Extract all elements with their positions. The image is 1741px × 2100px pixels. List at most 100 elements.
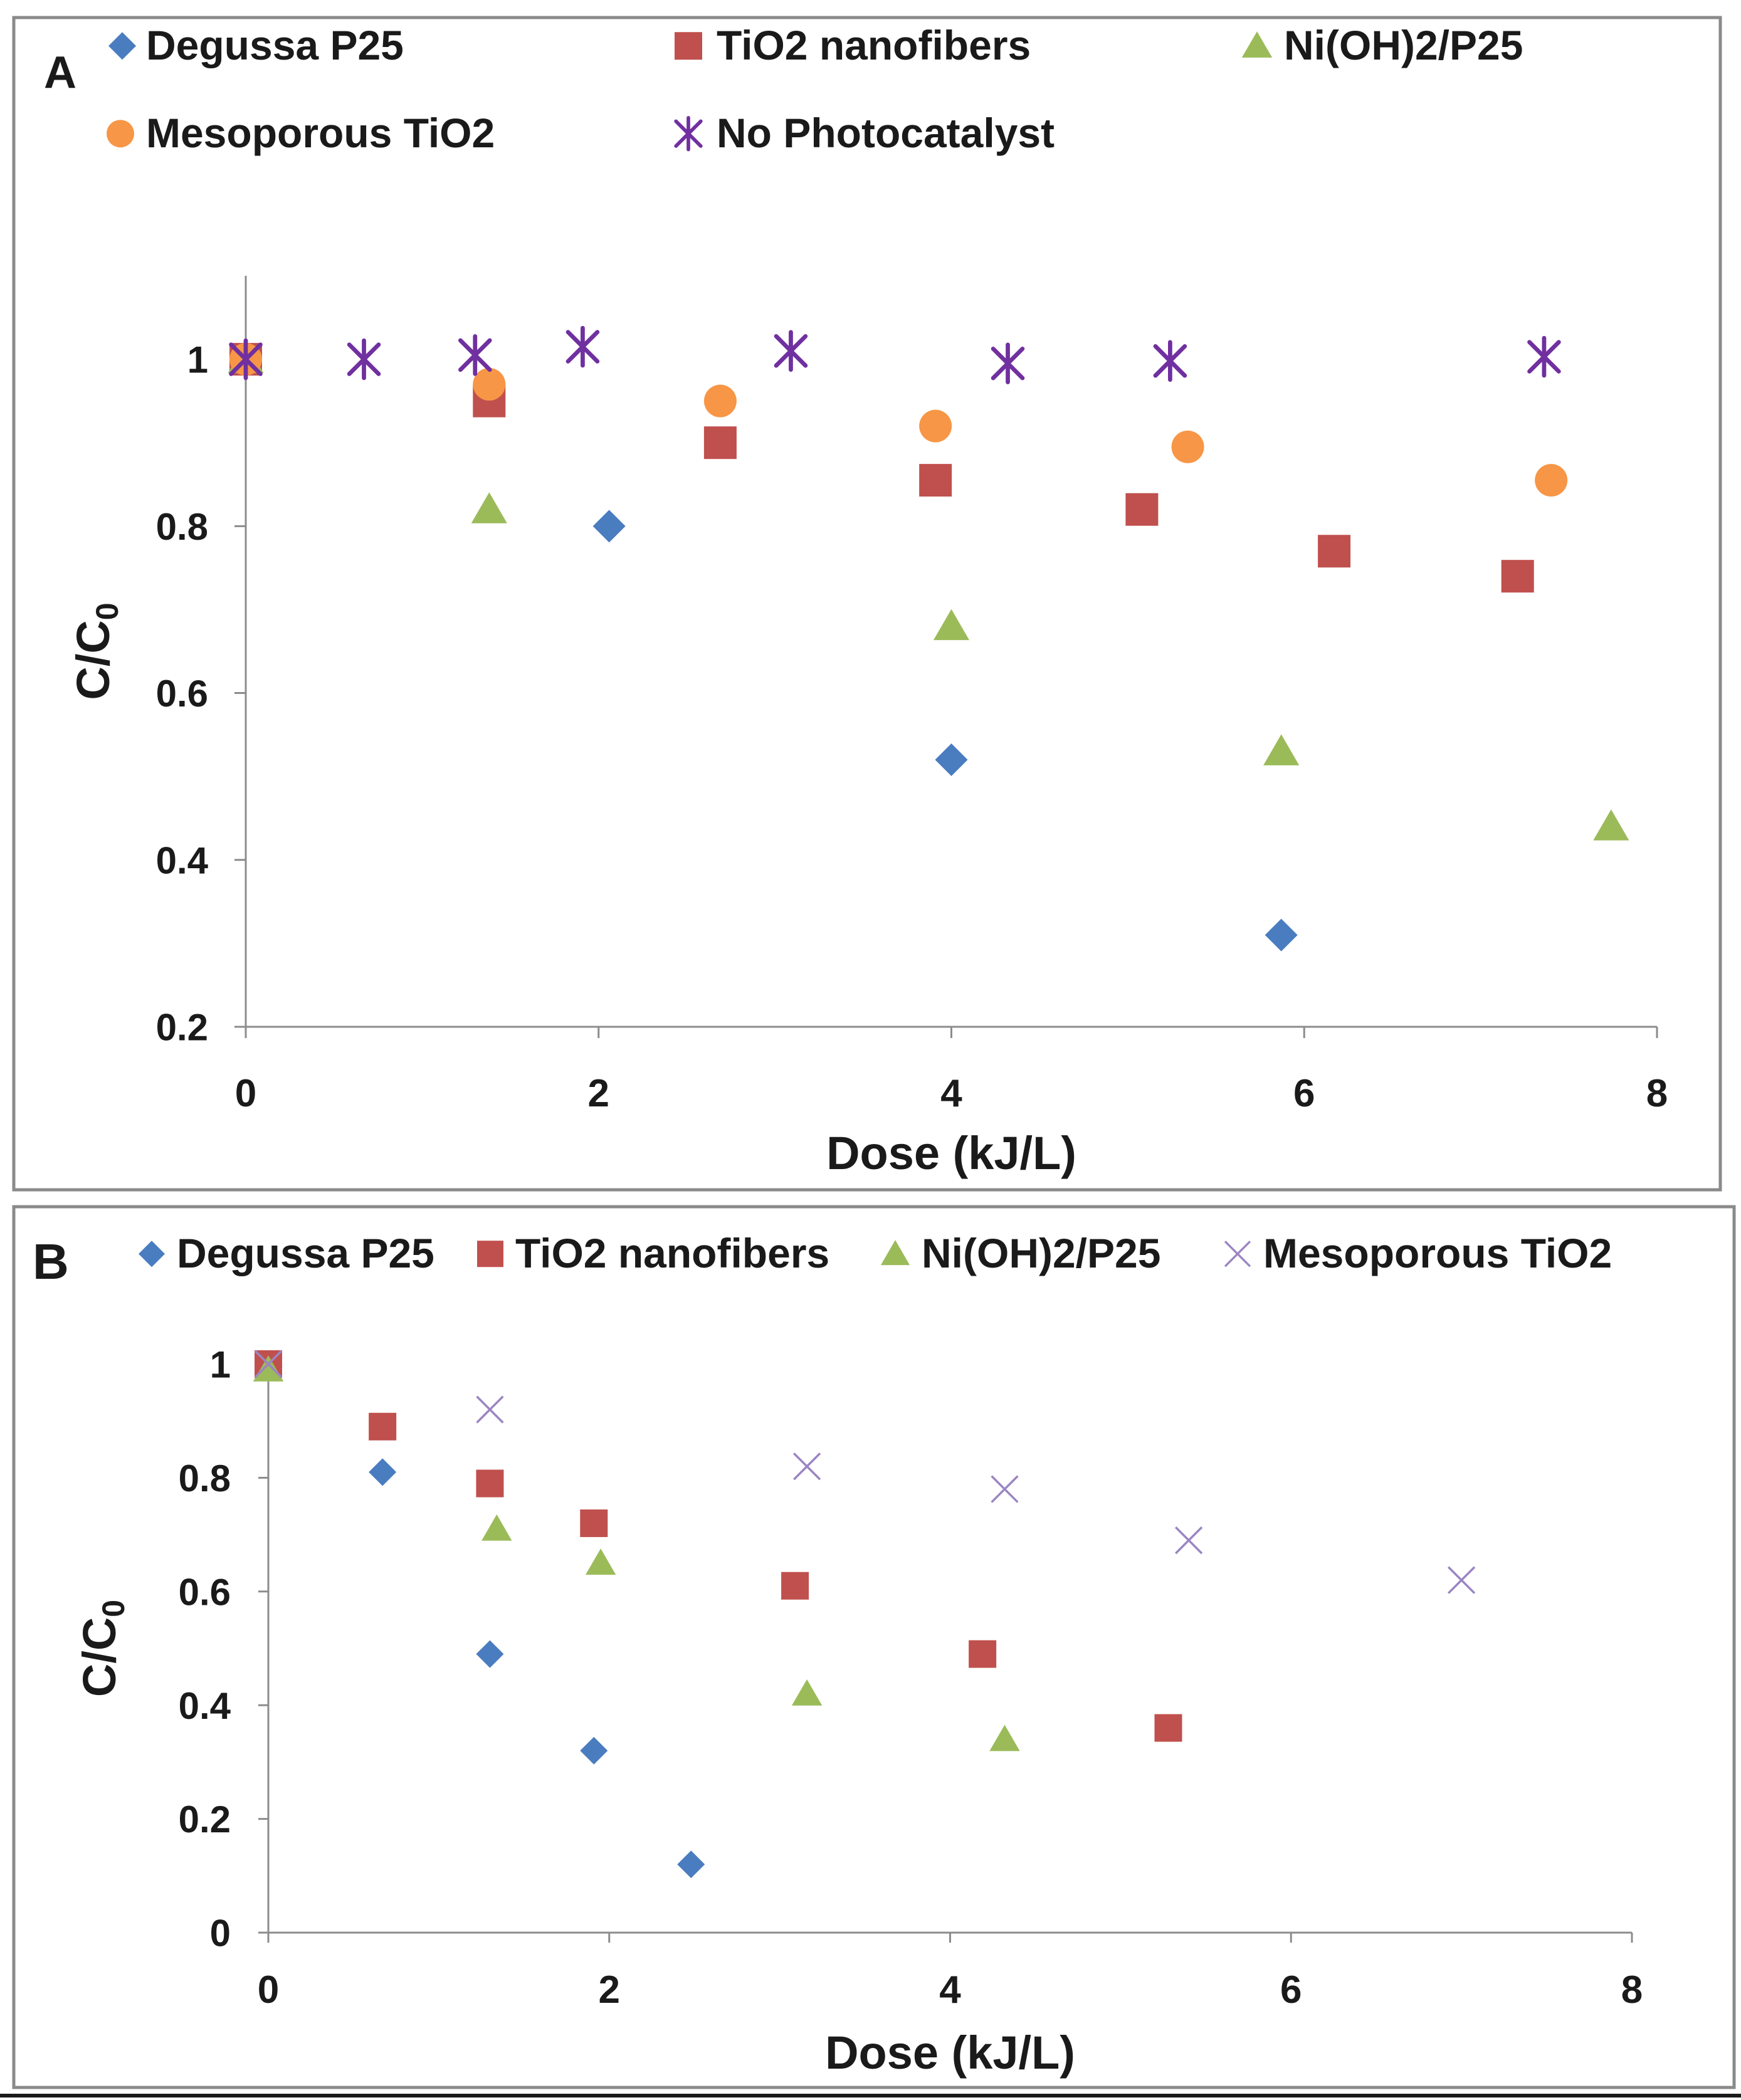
panel-a-point-ni-oh-2-p25 [1263,734,1300,765]
panel-a-frame [12,16,1722,1192]
panel-a-point-no-photocatalyst [229,338,263,381]
panel-b-point-ni-oh-2-p25 [253,1355,284,1382]
panel-a-point-no-photocatalyst [991,342,1025,385]
panel-b-point-degussa-p25 [677,1851,705,1879]
panel-a-point-degussa-p25 [592,510,626,543]
panel-a-legend-degussa-p25-diamond-icon [108,32,136,60]
panel-a-point-no-photocatalyst [347,338,381,381]
panel-a-point-mesoporous-tio2 [919,409,952,443]
panel-b-point-tio2-nanofibers [476,1469,504,1498]
panel-b-point-tio2-nanofibers [781,1572,809,1600]
panel-b-x-tick-label: 8 [1621,1968,1643,2012]
panel-b-y-axis-label-main: C/C [73,1617,125,1697]
panel-a-legend-label-ni-oh-2-p25: Ni(OH)2/P25 [1284,22,1523,68]
panel-a-x-ticks: 0 2 4 6 8 [235,1027,1668,1115]
panel-a-legend-no-photocatalyst-asterisk-icon [674,116,703,152]
panel-b-y-tick-label: 0 [210,1913,231,1955]
panel-b-y-tick-label: 0.4 [179,1685,231,1727]
panel-a-x-tick-label: 2 [588,1072,609,1115]
panel-a-y-tick-label: 0.6 [156,673,208,715]
panel-a-point-ni-oh-2-p25 [1593,809,1629,841]
panel-b: B Degussa P25 TiO2 nanofibers Ni(OH)2/P25 M… [0,1205,1741,2097]
panel-b-point-mesoporous-tio2 [476,1395,504,1424]
panel-a-legend-label-no-photocatalyst: No Photocatalyst [717,110,1055,156]
panel-a-legend-label-tio2-nanofibers: TiO2 nanofibers [717,22,1031,68]
panel-a-legend-ni-oh-2-p25-triangle-icon [1241,31,1273,58]
panel-b-legend-label-tio2-nanofibers: TiO2 nanofibers [515,1230,829,1276]
panel-b-point-degussa-p25 [369,1458,397,1486]
panel-b-legend-label-degussa-p25: Degussa P25 [177,1230,434,1276]
panel-a-legend-label-degussa-p25: Degussa P25 [146,22,404,68]
panel-b-x-tick-label: 0 [258,1968,279,2012]
panel-a-point-tio2-nanofibers [1125,493,1159,526]
panel-b-legend-degussa-p25-diamond-icon [139,1241,165,1268]
panel-a-y-axis-label-sub: 0 [90,602,125,620]
panel-a-y-ticks: 0.2 0.4 0.6 0.8 1 [156,339,246,1049]
panel-a-point-mesoporous-tio2 [1535,464,1568,497]
panel-a-point-mesoporous-tio2 [473,368,506,401]
panel-b-y-tick-label: 1 [210,1344,231,1386]
panel-b-point-ni-oh-2-p25 [989,1725,1020,1751]
panel-b-point-ni-oh-2-p25 [585,1548,616,1575]
panel-a-y-tick-label: 0.2 [156,1007,208,1049]
panel-a-y-tick-label: 0.8 [156,506,208,548]
panel-b-y-tick-label: 0.6 [179,1571,231,1613]
panel-b-y-ticks: 0 0.2 0.4 0.6 0.8 1 [179,1344,268,1955]
panel-a-point-no-photocatalyst [1153,340,1187,382]
panel-a-x-tick-label: 8 [1646,1072,1668,1115]
panel-a-point-tio2-nanofibers [1318,535,1351,568]
panel-a-points [228,325,1629,952]
panel-b-point-mesoporous-tio2 [991,1475,1019,1503]
panel-a-x-tick-label: 4 [940,1072,962,1115]
panel-b-label: B [33,1234,69,1289]
panel-a-point-tio2-nanofibers [1501,560,1534,593]
panel-a-point-ni-oh-2-p25 [471,492,507,523]
panel-a: A Degussa P25 TiO2 nanofibers Ni(OH)2/P25 M… [12,16,1722,1192]
panel-b-y-tick-label: 0.8 [179,1457,231,1499]
panel-a-y-tick-label: 1 [187,339,208,381]
panel-b-legend: Degussa P25 TiO2 nanofibers Ni(OH)2/P25 Mes… [139,1230,1612,1276]
panel-b-x-ticks: 0 2 4 6 8 [258,1933,1643,2012]
panel-b-y-tick-label: 0.2 [179,1798,231,1840]
panel-a-y-tick-label: 0.4 [156,839,209,881]
panel-b-legend-label-ni-oh-2-p25: Ni(OH)2/P25 [922,1230,1160,1276]
panel-b-x-tick-label: 4 [939,1968,961,2012]
panel-a-point-no-photocatalyst [1527,335,1561,378]
panel-a-legend-label-mesoporous-tio2: Mesoporous TiO2 [146,110,495,156]
panel-a-point-degussa-p25 [1265,918,1298,952]
panel-b-legend-ni-oh-2-p25-triangle-icon [880,1240,910,1266]
panel-a-point-mesoporous-tio2 [1171,430,1204,463]
panel-a-legend: Degussa P25 TiO2 nanofibers Ni(OH)2/P25 Mes… [107,22,1523,156]
panel-a-x-tick-label: 6 [1293,1072,1315,1115]
panel-a-point-degussa-p25 [935,743,968,777]
panel-b-point-mesoporous-tio2 [1174,1526,1203,1555]
panel-a-y-axis-label: C/C0 [67,602,125,700]
panel-b-point-degussa-p25 [476,1640,504,1668]
panel-b-legend-label-mesoporous-tio2: Mesoporous TiO2 [1263,1230,1612,1276]
panel-b-point-tio2-nanofibers [580,1509,608,1537]
panel-b-point-tio2-nanofibers [969,1640,997,1668]
panel-a-point-no-photocatalyst [458,334,492,376]
panel-b-point-mesoporous-tio2 [254,1350,283,1378]
panel-b-x-tick-label: 6 [1280,1968,1302,2012]
panel-a-point-mesoporous-tio2 [703,384,737,417]
panel-b-legend-mesoporous-tio2-cross-icon [1224,1241,1251,1268]
panel-b-point-ni-oh-2-p25 [481,1514,512,1541]
panel-b-point-degussa-p25 [580,1736,608,1765]
panel-a-point-tio2-nanofibers [919,464,952,497]
panel-b-point-mesoporous-tio2 [1447,1566,1476,1594]
panel-a-x-axis-label: Dose (kJ/L) [826,1127,1076,1179]
panel-a-label: A [44,48,76,98]
panel-a-y-axis-label-main: C/C [67,620,119,700]
panel-a-x-tick-label: 0 [235,1072,256,1115]
panel-b-x-tick-label: 2 [599,1968,620,2012]
panel-b-y-axis-label-sub: 0 [96,1600,131,1617]
panel-b-x-axis-label: Dose (kJ/L) [825,2027,1075,2079]
panel-b-point-ni-oh-2-p25 [791,1679,823,1706]
panel-a-legend-tio2-nanofibers-square-icon [675,32,702,60]
panel-a-legend-mesoporous-tio2-circle-icon [107,120,134,148]
panel-b-y-axis-label: C/C0 [73,1600,131,1697]
panel-b-point-tio2-nanofibers [369,1412,397,1441]
panel-b-legend-tio2-nanofibers-square-icon [477,1241,503,1268]
